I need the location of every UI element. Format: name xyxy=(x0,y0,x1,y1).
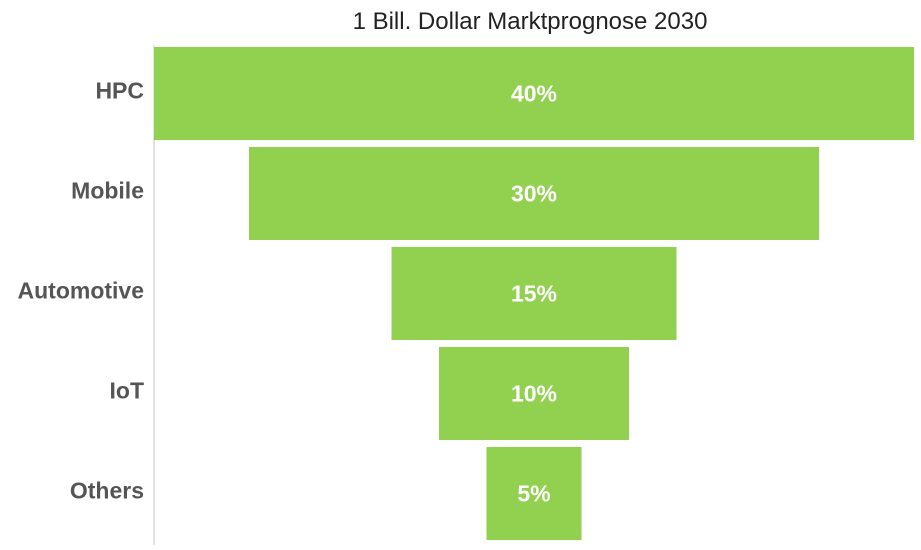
chart-title: 1 Bill. Dollar Marktprognose 2030 xyxy=(352,8,708,35)
bar-others xyxy=(486,447,582,540)
value-label-iot: 10% xyxy=(511,381,557,407)
bar-hpc xyxy=(154,47,914,140)
bar-mobile xyxy=(249,147,819,240)
bar-iot xyxy=(439,347,629,440)
category-label-automotive: Automotive xyxy=(18,278,145,304)
value-label-others: 5% xyxy=(517,481,550,507)
bar-automotive xyxy=(391,247,677,340)
category-label-iot: IoT xyxy=(110,378,145,404)
value-label-mobile: 30% xyxy=(511,181,557,207)
category-label-hpc: HPC xyxy=(95,78,144,104)
value-label-automotive: 15% xyxy=(511,281,557,307)
bars-layer: 40% HPC 30% Mobile 15% Automotive 10% IoT 5% Othe… xyxy=(18,47,914,540)
category-label-others: Others xyxy=(70,478,144,504)
value-label-hpc: 40% xyxy=(511,81,557,107)
category-label-mobile: Mobile xyxy=(71,178,144,204)
